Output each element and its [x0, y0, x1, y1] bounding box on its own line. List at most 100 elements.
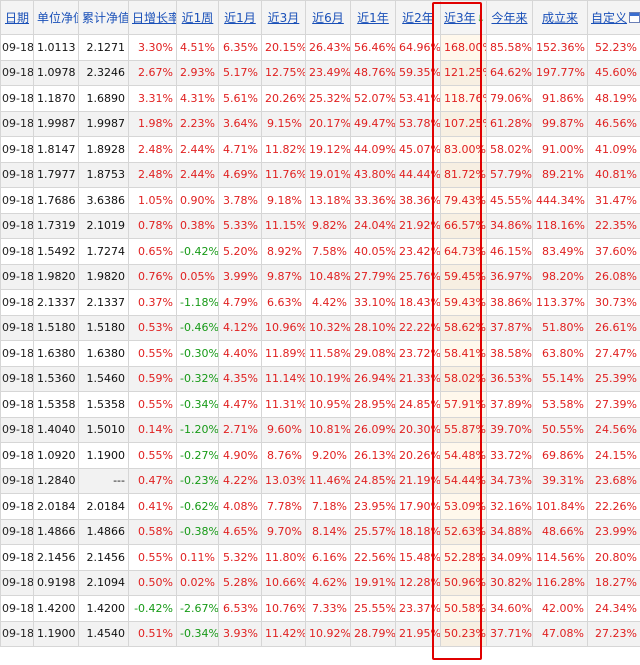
cell-daily-growth: 2.48% — [128, 161, 177, 188]
cell-ytd: 34.73% — [486, 467, 533, 494]
cell-unit-nav: 1.0920 — [33, 442, 79, 469]
table-row[interactable]: 09-18 1.0113 2.1271 3.30% 4.51% 6.35% 20.15% 26… — [0, 34, 640, 61]
table-row[interactable]: 09-18 2.1337 2.1337 0.37% -1.18% 4.79% 6.63% 4.… — [0, 289, 640, 316]
cell-1-week: -0.32% — [176, 365, 219, 392]
header-3-year[interactable]: 近3年⬇ — [440, 0, 487, 35]
cell-ytd: 61.28% — [486, 110, 533, 137]
header-daily-growth[interactable]: 日增长率 — [128, 0, 177, 35]
table-row[interactable]: 09-18 1.0978 2.3246 2.67% 2.93% 5.17% 12.75% 23… — [0, 59, 640, 86]
cell-ytd: 34.09% — [486, 544, 533, 571]
cell-6-month: 4.62% — [305, 569, 351, 596]
cell-daily-growth: -0.42% — [128, 595, 177, 622]
table-row[interactable]: 09-18 0.9198 2.1094 0.50% 0.02% 5.28% 10.66% 4.… — [0, 569, 640, 596]
cell-1-year: 22.56% — [350, 544, 396, 571]
cell-1-week: 0.90% — [176, 187, 219, 214]
cell-3-year: 54.44% — [440, 467, 487, 494]
cell-2-year: 21.92% — [395, 212, 441, 239]
cell-6-month: 9.82% — [305, 212, 351, 239]
cell-custom: 30.73% — [587, 289, 640, 316]
cell-date: 09-18 — [0, 595, 34, 622]
cell-3-year: 81.72% — [440, 161, 487, 188]
table-row[interactable]: 09-18 1.1870 1.6890 3.31% 4.31% 5.61% 20.26% 25… — [0, 85, 640, 112]
table-row[interactable]: 09-18 1.2840 --- 0.47% -0.23% 4.22% 13.03% 11.4… — [0, 467, 640, 494]
header-acc-nav[interactable]: 累计净值 — [78, 0, 129, 35]
table-row[interactable]: 09-18 1.7977 1.8753 2.48% 2.44% 4.69% 11.76% 19… — [0, 161, 640, 188]
cell-6-month: 10.19% — [305, 365, 351, 392]
table-row[interactable]: 09-18 1.7686 3.6386 1.05% 0.90% 3.78% 9.18% 13.… — [0, 187, 640, 214]
cell-2-year: 38.36% — [395, 187, 441, 214]
cell-custom: 24.56% — [587, 416, 640, 443]
cell-1-year: 44.09% — [350, 136, 396, 163]
cell-3-month: 10.96% — [261, 314, 306, 341]
table-row[interactable]: 09-18 1.9820 1.9820 0.76% 0.05% 3.99% 9.87% 10.… — [0, 263, 640, 290]
cell-date: 09-18 — [0, 416, 34, 443]
cell-1-week: -0.62% — [176, 493, 219, 520]
cell-3-year: 58.02% — [440, 365, 487, 392]
table-row[interactable]: 09-18 1.5492 1.7274 0.65% -0.42% 5.20% 8.92% 7.… — [0, 238, 640, 265]
cell-3-year: 107.25% — [440, 110, 487, 137]
table-row[interactable]: 09-18 1.1900 1.4540 0.51% -0.34% 3.93% 11.42% 1… — [0, 620, 640, 647]
header-date[interactable]: 日期 — [0, 0, 34, 35]
cell-3-month: 9.15% — [261, 110, 306, 137]
table-row[interactable]: 09-18 1.4040 1.5010 0.14% -1.20% 2.71% 9.60% 10… — [0, 416, 640, 443]
cell-1-week: -0.27% — [176, 442, 219, 469]
cell-custom: 52.23% — [587, 34, 640, 61]
table-row[interactable]: 09-18 1.5180 1.5180 0.53% -0.46% 4.12% 10.96% 1… — [0, 314, 640, 341]
cell-date: 09-18 — [0, 161, 34, 188]
table-row[interactable]: 09-18 1.4866 1.4866 0.58% -0.38% 4.65% 9.70% 8.… — [0, 518, 640, 545]
table-row[interactable]: 09-18 1.5360 1.5460 0.59% -0.32% 4.35% 11.14% 1… — [0, 365, 640, 392]
cell-since-inception: 114.56% — [532, 544, 588, 571]
cell-date: 09-18 — [0, 85, 34, 112]
cell-daily-growth: 1.05% — [128, 187, 177, 214]
cell-acc-nav: 1.5358 — [78, 391, 129, 418]
cell-daily-growth: 0.55% — [128, 340, 177, 367]
cell-1-month: 6.53% — [218, 595, 262, 622]
cell-3-month: 9.87% — [261, 263, 306, 290]
header-1-month[interactable]: 近1月 — [218, 0, 262, 35]
cell-unit-nav: 1.0978 — [33, 59, 79, 86]
cell-ytd: 34.88% — [486, 518, 533, 545]
table-row[interactable]: 09-18 1.7319 2.1019 0.78% 0.38% 5.33% 11.15% 9.… — [0, 212, 640, 239]
table-row[interactable]: 09-18 1.6380 1.6380 0.55% -0.30% 4.40% 11.89% 1… — [0, 340, 640, 367]
header-2-year[interactable]: 近2年 — [395, 0, 441, 35]
header-6-month[interactable]: 近6月 — [305, 0, 351, 35]
cell-2-year: 23.72% — [395, 340, 441, 367]
header-ytd[interactable]: 今年来 — [486, 0, 533, 35]
header-custom[interactable]: 自定义 — [587, 0, 640, 35]
cell-since-inception: 99.87% — [532, 110, 588, 137]
table-row[interactable]: 09-18 2.0184 2.0184 0.41% -0.62% 4.08% 7.78% 7.… — [0, 493, 640, 520]
cell-since-inception: 48.66% — [532, 518, 588, 545]
table-row[interactable]: 09-18 1.4200 1.4200 -0.42% -2.67% 6.53% 10.76%… — [0, 595, 640, 622]
cell-date: 09-18 — [0, 518, 34, 545]
header-since-inception[interactable]: 成立来 — [532, 0, 588, 35]
table-row[interactable]: 09-18 2.1456 2.1456 0.55% 0.11% 5.32% 11.80% 6.… — [0, 544, 640, 571]
header-3-month[interactable]: 近3月 — [261, 0, 306, 35]
cell-1-month: 3.64% — [218, 110, 262, 137]
cell-3-month: 9.70% — [261, 518, 306, 545]
cell-1-month: 4.40% — [218, 340, 262, 367]
header-unit-nav[interactable]: 单位净值 — [33, 0, 79, 35]
calendar-icon[interactable] — [629, 12, 640, 23]
cell-custom: 23.68% — [587, 467, 640, 494]
cell-since-inception: 63.80% — [532, 340, 588, 367]
cell-1-week: -0.38% — [176, 518, 219, 545]
header-1-week[interactable]: 近1周 — [176, 0, 219, 35]
cell-2-year: 23.37% — [395, 595, 441, 622]
table-row[interactable]: 09-18 1.9987 1.9987 1.98% 2.23% 3.64% 9.15% 20.… — [0, 110, 640, 137]
table-row[interactable]: 09-18 1.0920 1.1900 0.55% -0.27% 4.90% 8.76% 9.… — [0, 442, 640, 469]
cell-unit-nav: 1.4200 — [33, 595, 79, 622]
cell-6-month: 26.43% — [305, 34, 351, 61]
table-row[interactable]: 09-18 1.5358 1.5358 0.55% -0.34% 4.47% 11.31% 1… — [0, 391, 640, 418]
cell-since-inception: 152.36% — [532, 34, 588, 61]
cell-date: 09-18 — [0, 544, 34, 571]
header-1-year[interactable]: 近1年 — [350, 0, 396, 35]
cell-acc-nav: 2.1456 — [78, 544, 129, 571]
table-row[interactable]: 09-18 1.8147 1.8928 2.48% 2.44% 4.71% 11.82% 19… — [0, 136, 640, 163]
cell-1-month: 3.78% — [218, 187, 262, 214]
cell-2-year: 18.43% — [395, 289, 441, 316]
cell-daily-growth: 1.98% — [128, 110, 177, 137]
cell-acc-nav: 1.5460 — [78, 365, 129, 392]
cell-1-month: 5.28% — [218, 569, 262, 596]
cell-2-year: 53.78% — [395, 110, 441, 137]
cell-3-year: 55.87% — [440, 416, 487, 443]
